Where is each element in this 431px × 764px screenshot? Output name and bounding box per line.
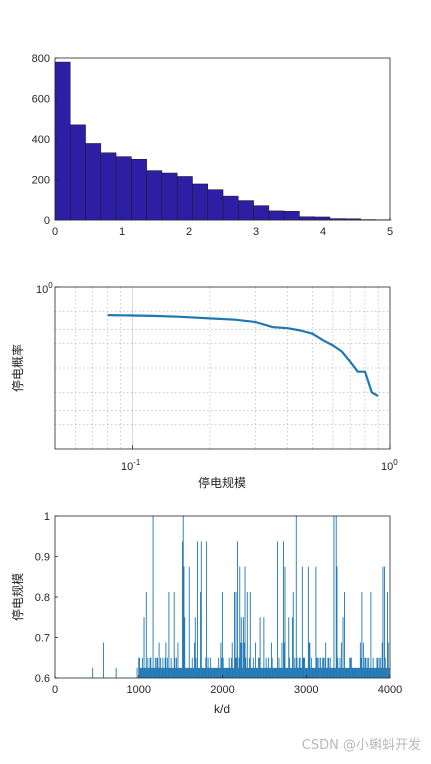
histogram-bar xyxy=(207,189,224,221)
loglog-ticks xyxy=(55,286,391,449)
loglog-ytick-label-1: 100 xyxy=(36,281,53,296)
stem-xtick-label: 1000 xyxy=(127,684,151,696)
histogram-y-ticks: 0 200 400 600 800 xyxy=(32,53,58,227)
histogram-bar xyxy=(344,218,361,221)
csdn-watermark: CSDN @小蝌蚪开发 xyxy=(301,738,421,753)
histogram-bar xyxy=(314,216,331,221)
stem-xtick-label: 2000 xyxy=(210,684,234,696)
histogram-bar xyxy=(70,124,86,221)
loglog-xtick-base: 10 xyxy=(381,461,393,473)
histogram-bar xyxy=(54,61,71,221)
histogram-ytick-label: 0 xyxy=(44,215,50,227)
loglog-panel: 100 10-1 100 停电规模 停电概率 xyxy=(10,281,398,490)
stem-ytick-label: 0.9 xyxy=(35,552,50,564)
loglog-ytick-exp: 0 xyxy=(48,281,53,290)
histogram-bar xyxy=(238,200,254,221)
stem-ytick-label: 0.8 xyxy=(35,592,50,604)
loglog-ylabel: 停电概率 xyxy=(10,344,25,392)
histogram-bar xyxy=(115,156,132,221)
histogram-bar xyxy=(299,216,315,221)
stem-ytick-label: 0.6 xyxy=(35,673,50,685)
histogram-ytick-label: 800 xyxy=(32,53,50,65)
histogram-bar xyxy=(329,218,346,221)
histogram-xtick-label: 5 xyxy=(387,226,393,238)
histogram-panel: 0 1 2 3 4 5 0 200 400 600 800 xyxy=(32,53,393,238)
histogram-xtick-label: 0 xyxy=(52,226,58,238)
loglog-xtick-exp: 0 xyxy=(393,458,398,467)
histogram-bar xyxy=(283,211,300,221)
histogram-bar xyxy=(192,183,209,221)
histogram-xtick-label: 2 xyxy=(186,226,192,238)
loglog-xtick-base: 10 xyxy=(121,461,133,473)
histogram-ytick-label: 400 xyxy=(32,134,50,146)
stem-xtick-label: 4000 xyxy=(378,684,402,696)
histogram-x-ticks: 0 1 2 3 4 5 xyxy=(52,217,393,238)
histogram-bar xyxy=(222,195,239,221)
histogram-bar xyxy=(161,172,178,221)
histogram-bars xyxy=(54,61,392,221)
loglog-ytick-base: 10 xyxy=(36,284,48,296)
loglog-xtick-exp: -1 xyxy=(133,458,141,467)
histogram-bar xyxy=(131,159,147,221)
stem-panel: 0 1000 2000 3000 4000 0.6 0.7 0.8 0.9 1 k/d 停电规模 xyxy=(10,511,402,716)
histogram-bar xyxy=(268,210,285,221)
loglog-xtick-label-1: 10-1 xyxy=(121,458,141,473)
stem-ytick-label: 1 xyxy=(44,511,50,523)
stem-xtick-label: 0 xyxy=(52,684,58,696)
histogram-bar xyxy=(85,143,102,221)
stem-y-ticks: 0.6 0.7 0.8 0.9 1 xyxy=(35,511,58,685)
stem-x-ticks: 0 1000 2000 3000 4000 xyxy=(52,675,402,696)
histogram-bar xyxy=(176,176,193,221)
probability-series-line xyxy=(107,314,379,398)
histogram-ytick-label: 200 xyxy=(32,175,50,187)
histogram-xtick-label: 4 xyxy=(320,226,326,238)
histogram-bar xyxy=(146,170,163,221)
stem-series xyxy=(92,516,390,678)
stem-xlabel: k/d xyxy=(214,702,230,716)
stem-xtick-label: 3000 xyxy=(294,684,318,696)
loglog-grid xyxy=(55,287,390,449)
histogram-bar xyxy=(100,152,117,221)
loglog-axes-bg xyxy=(55,287,390,449)
stem-ytick-label: 0.7 xyxy=(35,633,50,645)
loglog-xlabel: 停电规模 xyxy=(198,475,246,490)
histogram-xtick-label: 3 xyxy=(253,226,259,238)
loglog-axes-box xyxy=(54,286,391,450)
stem-ylabel: 停电规模 xyxy=(10,573,25,621)
loglog-xtick-label-2: 100 xyxy=(381,458,398,473)
histogram-xtick-label: 1 xyxy=(119,226,125,238)
histogram-ytick-label: 600 xyxy=(32,94,50,106)
